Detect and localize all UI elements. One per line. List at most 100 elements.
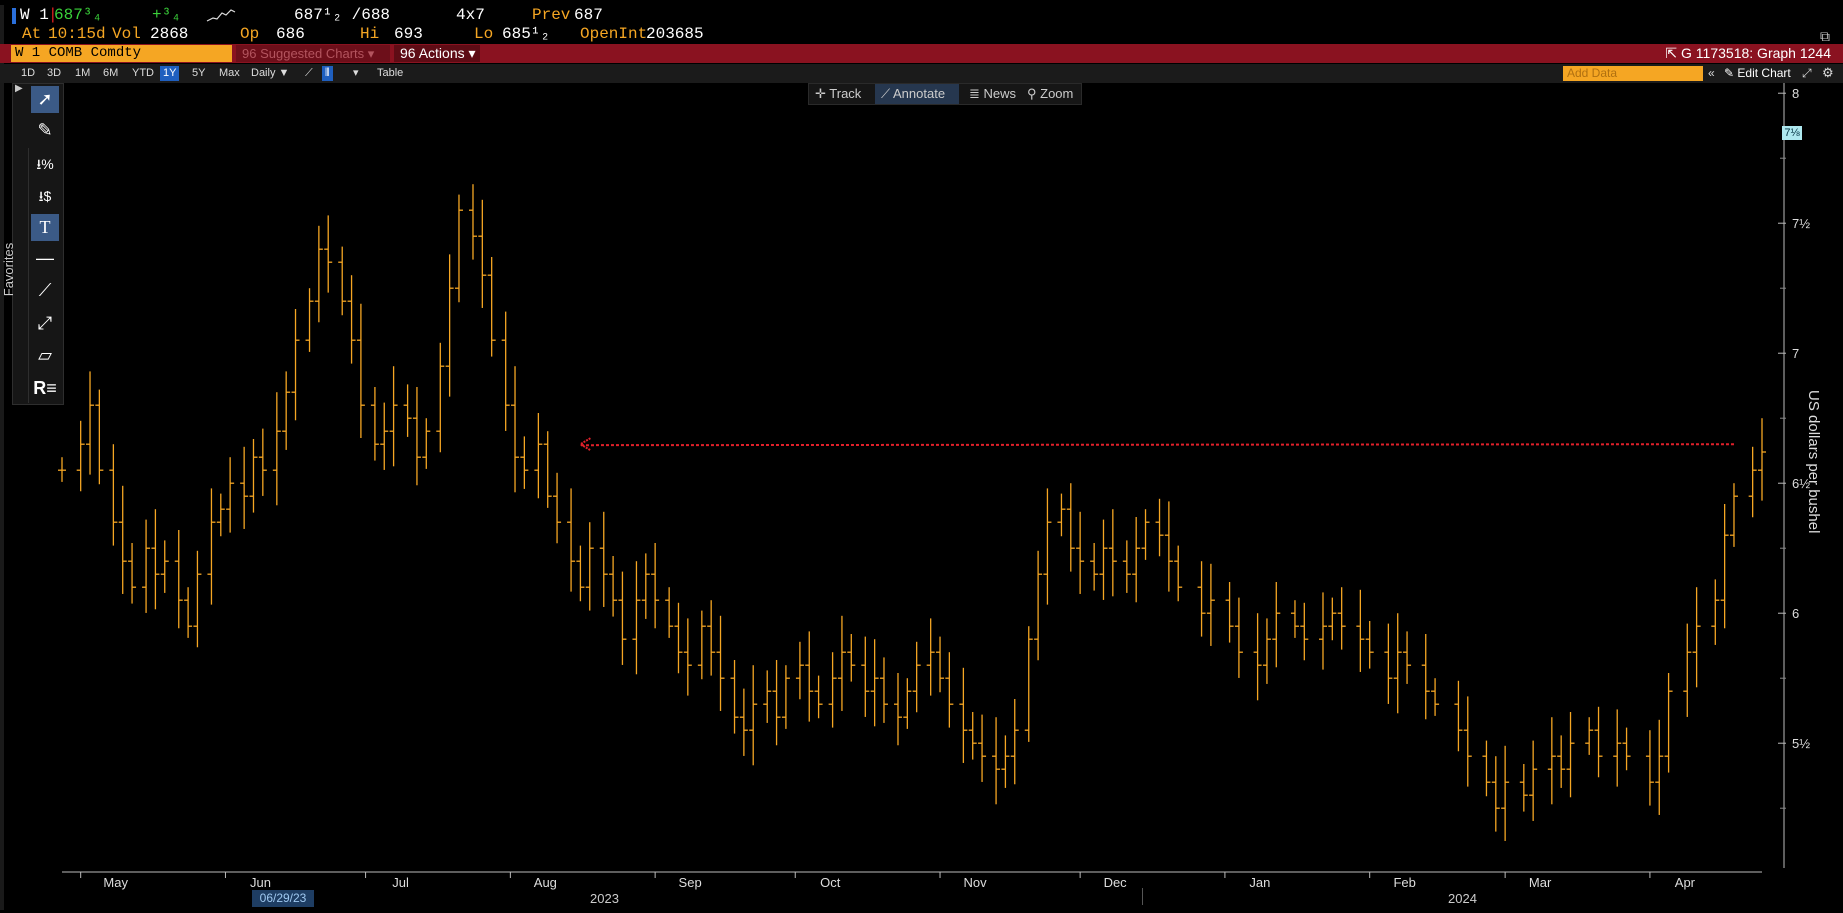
price-bar	[618, 571, 627, 665]
chart-mode-bar: ✛ Track ⟋ Annotate ≣ News ⚲ Zoom	[808, 83, 1082, 105]
suggested-charts-label: Suggested Charts	[260, 46, 365, 61]
gear-icon[interactable]: ⚙	[1822, 65, 1834, 80]
expand-toolbox-icon[interactable]: ▶	[15, 83, 23, 94]
x-axis: May Jun Jul Aug Sep Oct Nov Dec Jan Feb Mar Apr	[62, 871, 1762, 890]
pen-tool-icon[interactable]: ✎	[37, 120, 53, 140]
horizontal-arrow-annotation[interactable]	[578, 437, 1734, 452]
period-6m[interactable]: 6M	[103, 67, 119, 79]
ray-line-tool-icon[interactable]: ⤢	[37, 313, 53, 333]
period-1y[interactable]: 1Y	[160, 66, 180, 81]
favorites-tab[interactable]	[12, 148, 29, 403]
price-bar	[520, 436, 529, 489]
zoom-button[interactable]: ⚲ Zoom	[1023, 84, 1079, 104]
price-bar	[749, 665, 758, 766]
price-change-tool-icon[interactable]: ⭳$	[38, 188, 52, 204]
high-value: 693	[394, 25, 423, 43]
period-3d[interactable]: 3D	[47, 67, 62, 79]
security-field[interactable]: W 1 COMB Comdty	[11, 45, 232, 62]
price-bar	[347, 275, 356, 364]
prev-label: Prev	[532, 6, 571, 24]
text-tool-icon[interactable]: T	[31, 214, 59, 241]
actions-button[interactable]: 96 Actions ▾	[394, 45, 480, 62]
price-bar	[1001, 735, 1010, 788]
time-label: At	[22, 25, 42, 43]
price-bar	[828, 652, 837, 728]
price-bar	[795, 641, 804, 700]
window-resize-icon[interactable]: ⧉	[1820, 28, 1830, 44]
price-bar	[422, 418, 431, 469]
period-ytd[interactable]: YTD	[132, 67, 154, 79]
price-bar	[258, 428, 267, 496]
price-bar	[553, 472, 562, 544]
price-bar	[893, 673, 902, 746]
period-max[interactable]: Max	[219, 67, 240, 79]
price-bar	[1748, 446, 1757, 518]
y-tick-label: 7	[1792, 346, 1799, 361]
open-label: Op	[240, 25, 260, 43]
edit-chart-button[interactable]: ✎ Edit Chart	[1724, 66, 1791, 81]
price-bar	[272, 392, 281, 506]
price-bar	[226, 457, 235, 533]
regression-tool-icon[interactable]: R≡	[33, 378, 57, 398]
price-bar	[1132, 517, 1141, 603]
vol-label: Vol	[112, 25, 141, 43]
bar-chart-icon[interactable]: ⫴	[322, 66, 333, 81]
price-bar	[903, 678, 912, 729]
suggested-charts-button[interactable]: 96 Suggested Charts ▾	[236, 45, 390, 62]
zoom-label: Zoom	[1040, 86, 1074, 101]
horizontal-line-tool-icon[interactable]: —	[36, 248, 54, 268]
price-bar	[380, 402, 389, 470]
line-chart-icon[interactable]: ⟋	[305, 67, 313, 79]
frequency-select[interactable]: Daily ▼	[251, 67, 290, 79]
price-bar	[665, 587, 674, 638]
collapse-icon[interactable]: «	[1708, 66, 1715, 80]
year-label-2024: 2024	[1448, 891, 1477, 906]
graph-id[interactable]: ⇱ G 1173518: Graph 1244	[1665, 45, 1831, 62]
period-5y[interactable]: 5Y	[192, 67, 206, 79]
price-bar	[968, 712, 977, 760]
channel-tool-icon[interactable]: ▱	[38, 345, 52, 365]
price-bar	[511, 366, 520, 493]
export-icon: ⇱	[1665, 45, 1682, 61]
sparkline-icon[interactable]	[206, 8, 236, 27]
x-tick-label: Feb	[1393, 875, 1415, 890]
period-1m[interactable]: 1M	[75, 67, 91, 79]
price-bar	[534, 413, 543, 499]
price-bar	[926, 618, 935, 696]
price-bar	[1234, 597, 1243, 678]
price-bar	[160, 540, 169, 593]
price-bar	[1482, 740, 1491, 797]
news-button[interactable]: ≣ News	[963, 84, 1019, 104]
price-bar	[1122, 540, 1131, 593]
x-tick-label: Mar	[1529, 875, 1552, 890]
price-bar	[95, 389, 104, 485]
annotate-button[interactable]: ⟋ Annotate	[875, 84, 959, 104]
ticker: W 1	[20, 6, 49, 24]
chart-type-dropdown-icon[interactable]: ▾	[353, 67, 359, 79]
x-tick-label: Aug	[534, 875, 557, 890]
period-1d[interactable]: 1D	[21, 67, 36, 79]
low-label: Lo	[474, 25, 494, 43]
percent-change-tool-icon[interactable]: ⭳%	[36, 156, 54, 172]
price-bar	[445, 254, 454, 397]
price-bar	[879, 657, 888, 723]
price-bar	[837, 615, 846, 711]
price-bar	[1318, 592, 1327, 670]
price-bars	[58, 184, 1766, 841]
price-bar	[1272, 582, 1281, 668]
price-bar	[1529, 740, 1538, 821]
price-bar	[1501, 745, 1510, 841]
news-label: News	[983, 86, 1017, 101]
resize-chart-icon[interactable]: ⤢	[1802, 66, 1812, 80]
trend-line-tool-icon[interactable]: ⟋	[38, 280, 52, 300]
pointer-tool-icon[interactable]: ➚	[31, 86, 59, 113]
actions-icon: 96	[400, 45, 419, 61]
price-bar	[436, 342, 445, 453]
table-button[interactable]: Table	[377, 67, 404, 79]
add-data-field[interactable]: Add Data	[1563, 66, 1703, 81]
price-bar	[1645, 730, 1654, 806]
price-bar	[1547, 717, 1556, 805]
price-bar	[403, 384, 412, 437]
track-button[interactable]: ✛ Track	[815, 84, 871, 104]
